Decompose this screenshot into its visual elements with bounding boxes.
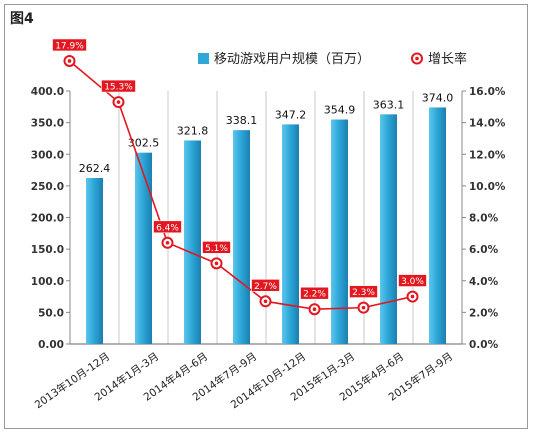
growth-rate-point-dot <box>116 100 121 104</box>
growth-rate-label: 6.4% <box>156 223 179 233</box>
left-tick-label: 50.0 <box>38 307 64 319</box>
bar <box>135 152 152 344</box>
growth-rate-label: 2.3% <box>352 288 375 298</box>
bar-value-label: 363.1 <box>373 98 405 111</box>
growth-rate-label: 17.9% <box>55 41 84 51</box>
left-tick-label: 150.0 <box>31 244 64 256</box>
growth-rate-label: 15.3% <box>104 83 133 93</box>
right-tick-label: 12.0% <box>469 149 506 161</box>
right-tick-label: 16.0% <box>469 86 506 98</box>
bar-value-label: 374.0 <box>422 91 454 104</box>
growth-rate-label-box <box>202 241 231 254</box>
growth-rate-point-dot <box>361 305 366 310</box>
bar <box>184 140 201 344</box>
legend-swatch-line-dot <box>415 56 419 61</box>
bar-value-label: 321.8 <box>177 124 209 137</box>
bar <box>233 130 250 344</box>
left-tick-label: 0.00 <box>38 339 64 351</box>
bar-value-label: 347.2 <box>275 108 307 121</box>
bar-value-label: 302.5 <box>128 137 160 150</box>
bar-value-label: 354.9 <box>324 104 356 117</box>
bar-value-label: 262.4 <box>79 162 111 175</box>
left-tick-label: 350.0 <box>31 118 64 130</box>
growth-rate-point-dot <box>165 241 170 245</box>
bar <box>380 114 397 344</box>
growth-rate-label-box <box>101 79 136 93</box>
left-tick-label: 400.0 <box>31 86 64 98</box>
bar <box>429 107 446 344</box>
right-tick-label: 4.0% <box>469 276 499 288</box>
bar <box>86 178 103 344</box>
left-tick-label: 200.0 <box>31 213 64 225</box>
right-tick-label: 6.0% <box>469 244 499 256</box>
growth-rate-point-dot <box>67 59 72 63</box>
growth-rate-label-box <box>251 279 280 292</box>
right-tick-label: 14.0% <box>469 118 506 130</box>
legend-swatch-bar <box>198 53 209 64</box>
right-tick-label: 10.0% <box>469 181 506 193</box>
left-tick-label: 100.0 <box>31 276 64 288</box>
bar <box>282 124 299 345</box>
legend: 移动游戏用户规模（百万） 增长率 <box>198 51 467 67</box>
growth-rate-label-box <box>398 274 427 287</box>
right-tick-label: 2.0% <box>469 307 499 319</box>
figure-label: 图4 <box>10 11 34 27</box>
right-tick-label: 0.0% <box>469 339 499 351</box>
growth-rate-label: 3.0% <box>401 277 424 287</box>
growth-rate-point-dot <box>312 307 317 312</box>
right-tick-label: 8.0% <box>469 213 499 225</box>
legend-label-bar: 移动游戏用户规模（百万） <box>214 51 370 67</box>
left-tick-label: 300.0 <box>31 149 64 161</box>
legend-label-line: 增长率 <box>428 51 467 67</box>
growth-rate-label-box <box>153 220 182 234</box>
growth-rate-point-dot <box>263 299 268 304</box>
growth-rate-label: 5.1% <box>205 244 228 254</box>
growth-rate-label-box <box>349 285 378 298</box>
bar-value-label: 338.1 <box>226 114 258 127</box>
growth-rate-label-box <box>300 286 329 300</box>
growth-rate-point-dot <box>214 261 219 266</box>
left-tick-label: 250.0 <box>31 181 64 193</box>
growth-rate-label-box <box>52 38 87 52</box>
growth-rate-point-dot <box>410 294 415 299</box>
bar <box>331 119 348 344</box>
growth-rate-label: 2.2% <box>303 290 326 300</box>
growth-rate-label: 2.7% <box>254 282 277 292</box>
growth-rate-line <box>68 60 413 311</box>
